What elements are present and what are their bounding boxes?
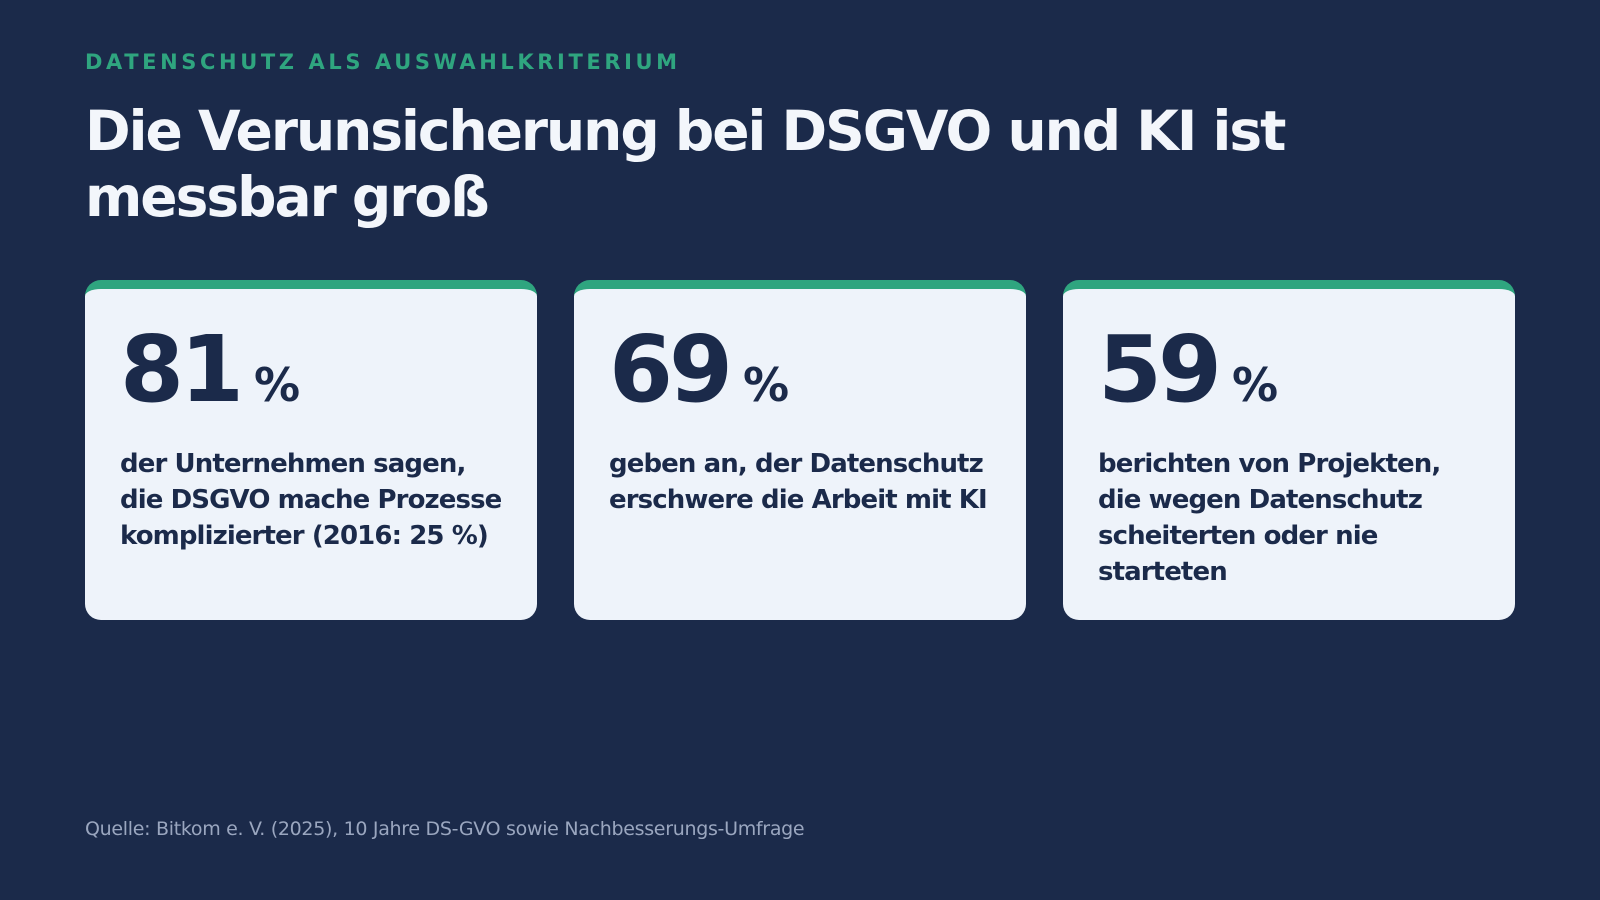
stat-unit: % (743, 358, 790, 412)
stat-figure: 59 % (1098, 317, 1485, 422)
eyebrow-label: DATENSCHUTZ ALS AUSWAHLKRITERIUM (85, 50, 681, 74)
stat-cards: 81 % der Unternehmen sagen, die DSGVO ma… (85, 280, 1515, 620)
stat-figure: 81 % (120, 317, 507, 422)
stat-value: 69 (609, 316, 733, 423)
stat-description: geben an, der Datenschutz erschwere die … (609, 449, 988, 515)
stat-value: 81 (120, 316, 244, 423)
stat-value: 59 (1098, 316, 1222, 423)
stat-card-2: 69 % geben an, der Datenschutz erschwere… (574, 280, 1026, 620)
stat-unit: % (1232, 358, 1279, 412)
stat-description: der Unternehmen sagen, die DSGVO mache P… (120, 449, 502, 551)
stat-card-1: 81 % der Unternehmen sagen, die DSGVO ma… (85, 280, 537, 620)
stat-figure: 69 % (609, 317, 996, 422)
slide-title: Die Verunsicherung bei DSGVO und KI ist … (85, 99, 1286, 229)
source-note: Quelle: Bitkom e. V. (2025), 10 Jahre DS… (85, 818, 805, 840)
stat-description: berichten von Projekten, die wegen Daten… (1098, 449, 1441, 587)
stat-unit: % (254, 358, 301, 412)
stat-card-3: 59 % berichten von Projekten, die wegen … (1063, 280, 1515, 620)
